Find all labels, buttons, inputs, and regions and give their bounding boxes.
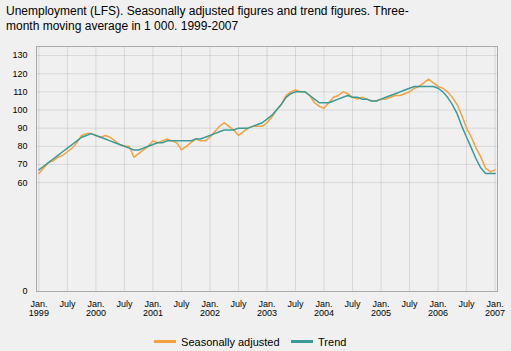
- html-text:Trend: Trend: [318, 335, 347, 348]
- svg-text:70: 70: [17, 159, 27, 169]
- svg-text:July: July: [459, 299, 476, 309]
- svg-text:Jan.1999: Jan.1999: [29, 299, 49, 318]
- svg-text:July: July: [59, 299, 76, 309]
- svg-text:120: 120: [12, 69, 27, 79]
- svg-text:July: July: [288, 299, 305, 309]
- svg-text:Jan.2001: Jan.2001: [143, 299, 163, 318]
- svg-text:90: 90: [17, 123, 27, 133]
- svg-text:Jan.2004: Jan.2004: [314, 299, 334, 318]
- svg-text:July: July: [345, 299, 362, 309]
- html-text:Seasonally adjusted: Seasonally adjusted: [181, 335, 280, 348]
- svg-text:Jan.2002: Jan.2002: [200, 299, 220, 318]
- svg-text:60: 60: [17, 177, 27, 187]
- svg-text:July: July: [402, 299, 419, 309]
- svg-text:0: 0: [22, 286, 27, 296]
- html-text:Unemployment (LFS). Seasonally: Unemployment (LFS). Seasonally adjusted …: [6, 4, 409, 33]
- svg-text:July: July: [116, 299, 133, 309]
- svg-text:100: 100: [12, 105, 27, 115]
- svg-text:110: 110: [13, 87, 27, 97]
- svg-text:Jan.2006: Jan.2006: [428, 299, 448, 318]
- svg-text:Jan.2005: Jan.2005: [371, 299, 391, 318]
- svg-text:July: July: [230, 299, 247, 309]
- svg-text:July: July: [173, 299, 190, 309]
- svg-text:Jan.2003: Jan.2003: [257, 299, 277, 318]
- svg-text:Jan.2000: Jan.2000: [86, 299, 106, 318]
- svg-text:130: 130: [12, 50, 27, 60]
- svg-text:80: 80: [17, 141, 27, 151]
- svg-text:Jan.2007: Jan.2007: [485, 299, 505, 318]
